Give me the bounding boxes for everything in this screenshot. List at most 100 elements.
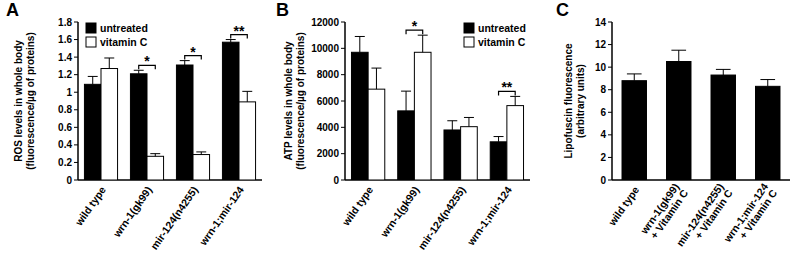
y-tick-label: 2 [600,152,606,163]
y-tick-label: 4000 [317,122,340,133]
error-stem [678,50,679,61]
x-tick-label: mir-124(n4255) [148,184,200,252]
x-tick-label-line: mir-124(n4255) [148,184,200,252]
y-tick-label: 10000 [311,43,339,54]
y-tick-label: 4 [600,129,606,140]
legend-swatch [86,37,96,47]
error-stem [109,58,110,69]
marks [351,35,523,180]
significance-label: * [190,44,196,60]
x-tick-label: wild type [605,184,641,229]
error-stem [422,35,423,52]
y-tick [74,162,78,163]
marks [622,50,780,180]
bar [398,111,415,180]
error-bar [371,68,381,89]
y-tick-label: 14 [595,17,607,28]
error-bar [226,40,236,43]
bar [101,69,118,180]
x-tick-label: wrn-1;mir-124 [196,184,246,248]
error-cap [134,70,144,71]
y-tick-label: 1.6 [58,34,72,45]
error-bar [671,50,686,61]
error-bar [150,154,160,157]
x-tick-label: mir-124(n4255)+ Vitamin C [673,180,735,254]
bar [711,75,735,180]
significance-label: ** [234,23,245,39]
error-stem [184,61,185,65]
error-stem [138,70,139,74]
y-tick-label: 6000 [317,96,340,107]
error-stem [406,91,407,111]
error-bar [401,91,411,111]
error-bar [760,80,775,87]
y-tick [341,180,345,181]
bar [351,52,368,180]
error-stem [376,68,377,89]
error-cap [355,36,365,37]
y-tick-label: 1 [66,87,72,98]
y-tick [341,22,345,23]
error-bar [418,35,428,52]
y-tick-label: 0.4 [58,139,72,150]
x-tick-label: wrn-1;mir-124 [464,184,514,248]
error-stem [247,91,248,102]
error-bar [464,117,474,126]
y-tick [608,134,612,135]
y-tick [74,180,78,181]
error-cap [150,153,160,154]
y-axis-label-line: ROS levels in whole body [13,40,24,162]
significance-label: * [412,18,418,34]
y-axis-label: ROS levels in whole body(fluorescence/µg… [13,32,36,169]
legend: untreatedvitamin C [464,22,526,48]
panel-letter: A [6,0,19,20]
y-axis-label-line: (fluorescence/µg of proteins) [295,32,306,169]
error-stem [515,96,516,105]
x-tick-label: wild type [72,184,108,229]
error-cap [88,76,98,77]
y-tick-label: 8 [600,84,606,95]
y-tick [74,144,78,145]
error-bar [180,61,190,65]
error-cap [464,117,474,118]
error-bar [134,70,144,74]
error-stem [723,69,724,75]
x-tick-label-line: mir-124(n4255) [415,184,467,252]
error-cap [510,96,520,97]
error-cap [627,73,642,74]
bar [444,130,461,180]
bar [193,155,210,180]
y-tick [74,92,78,93]
y-tick-label: 2000 [317,148,340,159]
bar [368,89,385,180]
y-tick [608,67,612,68]
y-tick-label: 1.2 [58,69,72,80]
y-tick [341,153,345,154]
x-tick-label: wrn-1;mir-124+ Vitamin C [720,180,779,251]
y-axis-label-line: (fluorescence/µg of proteins) [25,32,36,169]
error-bar [494,137,504,142]
bar [756,86,780,180]
error-cap [226,39,236,40]
bar [507,106,524,180]
y-tick [608,112,612,113]
error-cap [180,60,190,61]
bar [490,142,507,180]
x-tick-label-line: + Vitamin C [737,187,780,241]
bar [622,81,646,180]
error-bar [510,96,520,105]
bar [130,74,147,180]
error-bar [716,69,731,75]
y-axis-label: Lipofuscin fluorescence(arbitrary units) [563,43,586,158]
significance-label: * [144,53,150,69]
x-tick-label-line: wrn-1;mir-124 [464,184,514,248]
legend-swatch [464,37,474,47]
y-tick-label: 0.2 [58,157,72,168]
y-tick [74,127,78,128]
error-bar [196,152,206,155]
legend-label: vitamin C [100,36,148,48]
error-stem [634,74,635,81]
y-tick-label: 0 [66,175,72,186]
error-stem [767,80,768,87]
x-tick-label: wrn-1(gk99) [110,184,154,240]
